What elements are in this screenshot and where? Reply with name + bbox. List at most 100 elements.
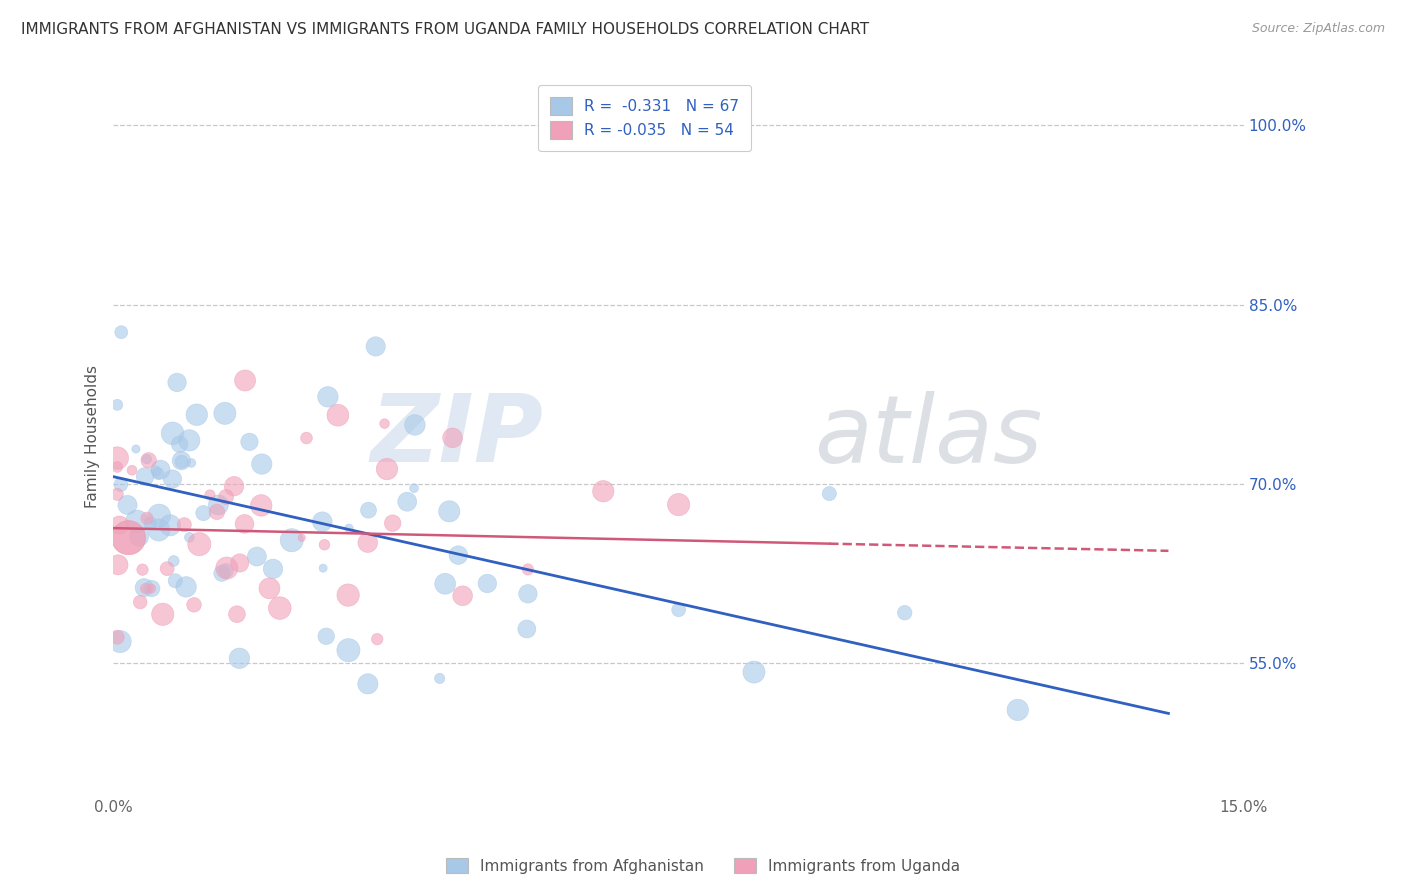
Point [145, 464, 167, 478]
Point [117, 498, 139, 512]
Y-axis label: Family Households: Family Households [86, 365, 100, 508]
Point [205, 505, 228, 519]
Point [250, 457, 273, 471]
Point [215, 490, 238, 504]
Point [668, 603, 690, 617]
Point [742, 665, 765, 679]
Point [162, 472, 184, 486]
Point [148, 523, 170, 537]
Point [280, 533, 302, 548]
Point [183, 598, 205, 612]
Point [366, 632, 388, 647]
Point [357, 503, 380, 517]
Point [141, 582, 163, 596]
Point [396, 494, 419, 508]
Point [169, 437, 191, 451]
Point [117, 531, 139, 545]
Point [516, 587, 538, 601]
Point [262, 562, 284, 576]
Point [312, 561, 335, 575]
Point [311, 515, 333, 529]
Point [259, 582, 281, 596]
Point [108, 518, 131, 533]
Point [295, 431, 318, 445]
Point [215, 561, 238, 575]
Point [316, 390, 339, 404]
Text: atlas: atlas [814, 391, 1042, 482]
Point [381, 516, 404, 531]
Point [314, 538, 336, 552]
Point [207, 498, 229, 512]
Point [337, 588, 360, 602]
Point [291, 531, 314, 545]
Point [228, 651, 250, 665]
Point [592, 484, 614, 499]
Point [364, 339, 387, 353]
Point [166, 376, 188, 390]
Point [337, 643, 360, 657]
Point [269, 601, 291, 615]
Point [893, 606, 915, 620]
Point [215, 564, 238, 578]
Point [337, 521, 360, 535]
Point [107, 558, 129, 572]
Point [105, 398, 128, 412]
Point [131, 563, 153, 577]
Point [188, 537, 211, 551]
Point [156, 562, 179, 576]
Point [105, 487, 128, 501]
Point [148, 508, 170, 523]
Point [404, 417, 426, 432]
Point [246, 549, 269, 564]
Point [162, 426, 184, 441]
Point [173, 517, 195, 532]
Point [135, 582, 157, 596]
Point [186, 408, 208, 422]
Point [179, 434, 201, 448]
Point [136, 511, 159, 525]
Point [357, 677, 380, 691]
Point [125, 515, 148, 529]
Point [110, 325, 132, 339]
Point [135, 452, 157, 467]
Point [105, 451, 128, 466]
Point [125, 442, 148, 456]
Point [110, 477, 132, 491]
Point [451, 589, 474, 603]
Point [357, 535, 380, 549]
Point [193, 506, 215, 520]
Point [132, 581, 155, 595]
Text: IMMIGRANTS FROM AFGHANISTAN VS IMMIGRANTS FROM UGANDA FAMILY HOUSEHOLDS CORRELAT: IMMIGRANTS FROM AFGHANISTAN VS IMMIGRANT… [21, 22, 869, 37]
Point [375, 462, 398, 476]
Point [226, 607, 249, 622]
Point [441, 431, 464, 445]
Point [1007, 703, 1029, 717]
Point [170, 453, 193, 467]
Point [139, 516, 162, 531]
Point [180, 456, 202, 470]
Point [179, 530, 201, 544]
Point [134, 469, 156, 483]
Point [174, 580, 197, 594]
Point [163, 554, 186, 568]
Point [211, 566, 233, 581]
Point [447, 548, 470, 562]
Point [108, 634, 131, 648]
Point [238, 434, 260, 449]
Point [516, 622, 538, 636]
Point [222, 479, 245, 493]
Legend: Immigrants from Afghanistan, Immigrants from Uganda: Immigrants from Afghanistan, Immigrants … [440, 852, 966, 880]
Point [374, 417, 396, 431]
Point [315, 629, 337, 643]
Text: ZIP: ZIP [370, 390, 543, 482]
Point [326, 408, 349, 422]
Point [439, 504, 461, 518]
Point [516, 562, 538, 576]
Point [250, 499, 273, 513]
Point [818, 486, 841, 500]
Point [434, 576, 457, 591]
Point [429, 672, 451, 686]
Point [159, 518, 181, 533]
Point [149, 463, 172, 477]
Point [668, 498, 690, 512]
